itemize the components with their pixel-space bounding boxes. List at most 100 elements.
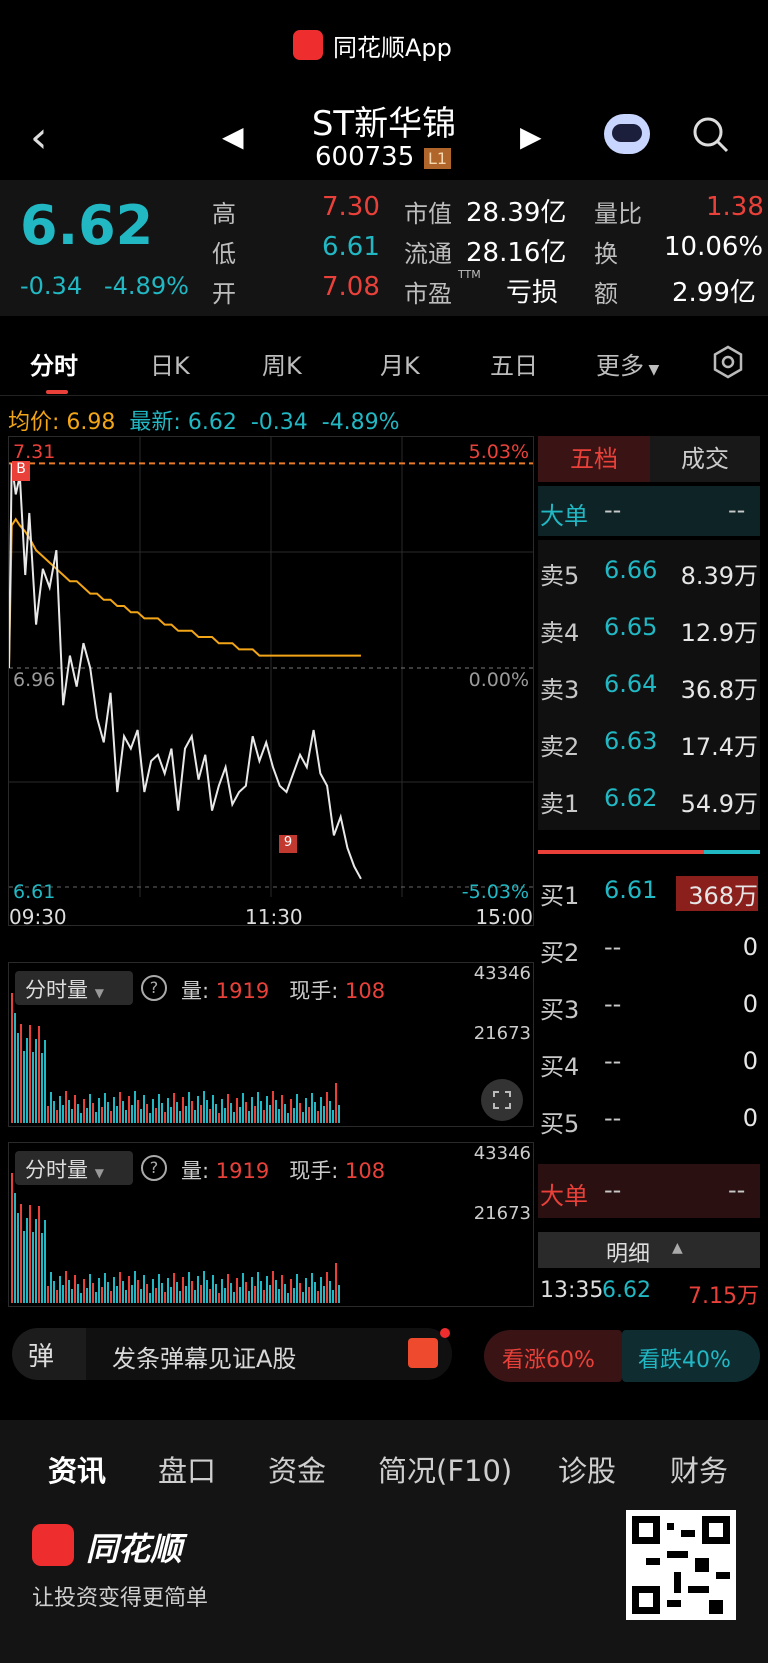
intraday-chart[interactable]: 7.31 5.03% 6.96 0.00% 6.61 -5.03% B 9 09… (8, 436, 534, 929)
stock-name: ST新华锦 (311, 104, 457, 144)
brand-logo-icon (32, 1524, 74, 1566)
bearish-vote-button[interactable] (622, 1330, 760, 1382)
float-label: 流通 (404, 240, 452, 268)
tab-more[interactable]: 更多 ▼ (596, 346, 659, 381)
volume-bar (311, 1273, 313, 1303)
price-line (9, 463, 362, 880)
volume-bar (254, 1286, 256, 1303)
volume-bar (299, 1103, 301, 1123)
volume-type-dropdown-1[interactable]: 分时量 ▼ (15, 971, 133, 1005)
vr-label: 量比 (594, 200, 642, 228)
ask-strength-bar (704, 850, 760, 854)
volume-bar (44, 1040, 46, 1123)
active-tab-indicator (46, 390, 68, 394)
volume-bar (173, 1273, 175, 1303)
help-icon[interactable]: ? (141, 1155, 167, 1181)
assistant-robot-icon[interactable] (604, 114, 650, 154)
tab-daily-k[interactable]: 日K (150, 352, 190, 380)
open-value: 7.08 (322, 272, 380, 302)
volume-bar (122, 1281, 124, 1303)
volume-bar (47, 1106, 49, 1123)
vol-max: 43346 (473, 963, 531, 984)
bid-volume-4: 0 (742, 1047, 758, 1075)
settings-hexagon-icon[interactable] (710, 344, 746, 380)
fullscreen-icon[interactable] (481, 1079, 523, 1121)
tab-f10[interactable]: 简况(F10) (378, 1454, 513, 1488)
volume-bar (284, 1104, 286, 1123)
tab-funds[interactable]: 资金 (268, 1454, 327, 1488)
volume-panel-2[interactable]: 分时量 ▼ ? 量: 1919 现手: 108 43346 21673 (8, 1142, 534, 1307)
volume-bar (20, 1204, 22, 1303)
barrage-icon[interactable]: 弹 (28, 1342, 55, 1372)
volume-bar (119, 1272, 121, 1303)
volume-bar (185, 1106, 187, 1123)
volume-bar (305, 1098, 307, 1123)
hand-value: 108 (345, 1159, 386, 1183)
tab-diagnose[interactable]: 诊股 (558, 1454, 617, 1488)
latest-value: 6.62 (187, 410, 237, 435)
volume-bar (26, 1038, 28, 1123)
ask-label-3: 卖3 (540, 676, 580, 704)
volume-bar (245, 1102, 247, 1123)
prev-stock-button[interactable]: ◀ (222, 120, 244, 153)
ask-label-2: 卖4 (540, 619, 580, 647)
volume-bar (134, 1271, 136, 1303)
tab-five-levels[interactable]: 五档 (538, 436, 650, 482)
bullish-vote-button[interactable] (484, 1330, 622, 1382)
tab-five-day[interactable]: 五日 (490, 352, 538, 380)
next-stock-button[interactable]: ▶ (520, 120, 542, 153)
big-order-a-2: -- (604, 1176, 622, 1204)
tab-monthly-k[interactable]: 月K (380, 352, 420, 380)
volume-bar (50, 1272, 52, 1303)
price-change-pct: -4.89% (104, 272, 189, 300)
volume-panel-1[interactable]: 分时量 ▼ ? 量: 1919 现手: 108 43346 21673 (8, 962, 534, 1127)
volume-bar (35, 1219, 37, 1303)
volume-bar (23, 1051, 25, 1123)
volume-bar (284, 1284, 286, 1303)
y-top-pct: 5.03% (468, 441, 529, 463)
volume-bar (80, 1113, 82, 1123)
volume-bar (176, 1282, 178, 1303)
float-value: 28.16亿 (466, 238, 567, 268)
volume-bar (203, 1271, 205, 1303)
volume-bar (278, 1109, 280, 1123)
tab-handicap[interactable]: 盘口 (158, 1454, 217, 1488)
ask-volume-1: 8.39万 (680, 562, 758, 590)
detail-header[interactable] (538, 1232, 760, 1268)
barrage-field[interactable] (86, 1328, 452, 1380)
hand-value: 108 (345, 979, 386, 1003)
tab-trades[interactable]: 成交 (681, 445, 729, 473)
volume-bar (53, 1101, 55, 1123)
pe-value: 亏损 (506, 278, 559, 308)
volume-bar (338, 1105, 340, 1123)
volume-bar (80, 1293, 82, 1303)
ask-price-1: 6.66 (604, 556, 658, 584)
back-button[interactable]: ‹ (30, 112, 48, 163)
ask-volume-3: 36.8万 (680, 676, 758, 704)
volume-bar (194, 1290, 196, 1303)
hand-label: 现手: (289, 979, 339, 1003)
volume-bar (116, 1286, 118, 1303)
vol-label: 量: (181, 1159, 210, 1183)
volume-bar (89, 1274, 91, 1303)
dropdown-arrow-icon: ▼ (94, 1166, 104, 1180)
volume-bar (227, 1274, 229, 1303)
help-icon[interactable]: ? (141, 975, 167, 1001)
volume-bar (170, 1107, 172, 1123)
vol-value: 1919 (215, 1159, 270, 1183)
avg-price-line (9, 517, 361, 669)
tab-news[interactable]: 资讯 (48, 1454, 107, 1488)
volume-type-dropdown-2[interactable]: 分时量 ▼ (15, 1151, 133, 1185)
search-icon[interactable] (690, 114, 730, 154)
tab-intraday[interactable]: 分时 (30, 352, 78, 380)
gift-icon[interactable] (408, 1338, 438, 1368)
tab-finance[interactable]: 财务 (670, 1454, 729, 1488)
volume-bar (293, 1288, 295, 1303)
volume-bar (77, 1104, 79, 1123)
vol-label: 量: (181, 979, 210, 1003)
price-chart-svg (9, 437, 533, 897)
tab-weekly-k[interactable]: 周K (262, 352, 302, 380)
volume-bar (275, 1280, 277, 1303)
volume-bar (59, 1096, 61, 1123)
volume-bar (128, 1276, 130, 1303)
